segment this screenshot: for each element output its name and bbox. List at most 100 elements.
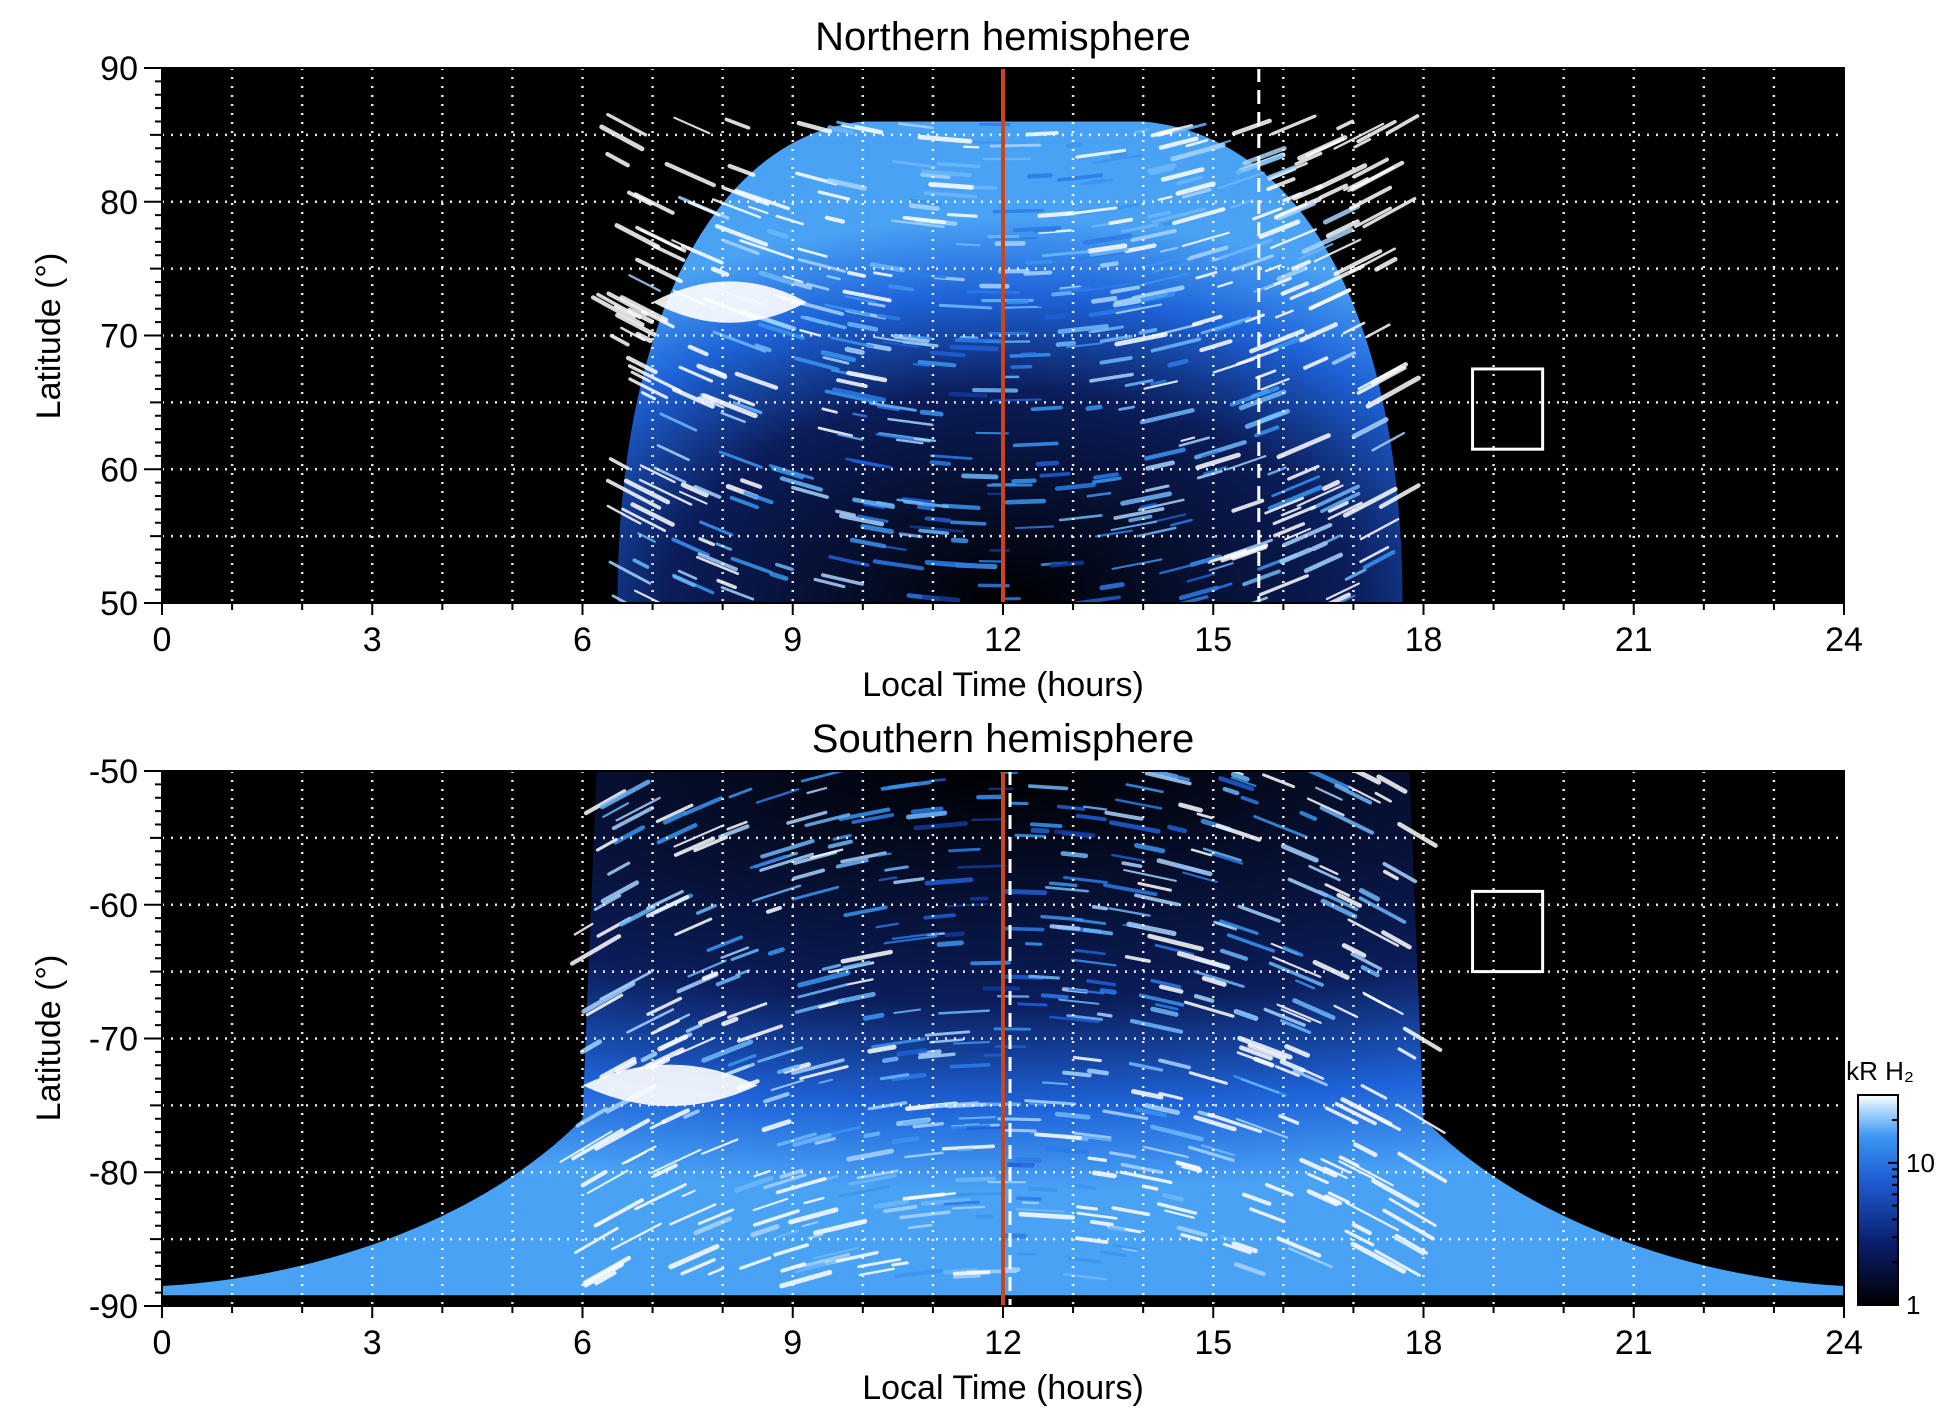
north-streak	[1238, 389, 1287, 411]
north-streak	[1325, 219, 1360, 239]
south-streak	[580, 1169, 608, 1188]
south-streak	[1029, 822, 1063, 829]
south-streak	[1233, 1262, 1266, 1277]
north-streak	[1231, 118, 1272, 136]
north-streak	[640, 391, 657, 401]
south-streak	[593, 894, 622, 911]
north-streak	[1004, 498, 1046, 505]
north-streak	[836, 120, 856, 128]
south-streak	[683, 796, 724, 816]
south-streak	[1048, 1015, 1100, 1024]
south-streak	[1275, 1065, 1300, 1078]
south-streak	[621, 1145, 657, 1165]
south-streak	[673, 836, 716, 857]
south-streak	[569, 934, 622, 966]
south-streak	[1358, 887, 1381, 902]
north-streak	[621, 507, 667, 533]
south-streak	[1058, 998, 1100, 1005]
south-streak	[1167, 824, 1188, 834]
south-streak	[938, 1009, 990, 1015]
south-streak	[893, 877, 925, 885]
north-streak	[1291, 259, 1312, 271]
south-streak	[1382, 861, 1418, 884]
south-streak	[1122, 1246, 1138, 1252]
south-streak	[685, 1023, 703, 1033]
south-streak	[779, 1168, 804, 1179]
south-streak	[1017, 1002, 1048, 1007]
north-streak	[1217, 281, 1234, 288]
south-streak	[1201, 975, 1227, 987]
north-streak	[1195, 452, 1241, 470]
south-y-tick-label: -80	[89, 1154, 138, 1192]
north-streak	[1296, 484, 1344, 507]
south-streak	[1070, 958, 1117, 967]
north-streak	[766, 228, 789, 239]
colorbar-tick-label: 1	[1906, 1290, 1920, 1320]
north-streak	[608, 457, 630, 471]
south-streak	[1143, 1103, 1180, 1116]
south-streak	[1006, 1162, 1036, 1168]
south-streak	[653, 1163, 678, 1178]
north-streak	[914, 272, 947, 279]
north-streak	[869, 262, 906, 273]
south-streak	[1295, 979, 1316, 990]
north-streak	[1331, 351, 1357, 365]
north-streak	[743, 491, 774, 505]
north-streak	[896, 498, 924, 505]
south-streak	[1066, 1014, 1104, 1021]
north-streak	[917, 134, 973, 144]
south-streak	[646, 894, 690, 918]
north-streak	[672, 574, 696, 588]
south-streak	[1193, 1115, 1237, 1132]
north-streak	[678, 365, 714, 383]
north-streak	[1280, 506, 1302, 517]
north-streak	[1321, 479, 1341, 491]
south-streak	[1000, 1128, 1037, 1133]
south-streak	[1123, 868, 1177, 882]
north-streak	[1362, 550, 1396, 570]
north-streak	[734, 188, 790, 211]
south-streak	[1213, 920, 1238, 931]
north-y-tick-label: 80	[100, 184, 138, 222]
north-streak	[1120, 223, 1159, 234]
south-streak	[797, 983, 848, 999]
north-streak	[1274, 196, 1322, 220]
north-streak	[739, 239, 794, 260]
south-streak	[650, 1019, 680, 1035]
south-streak	[1360, 1084, 1388, 1100]
south-streak	[718, 824, 750, 839]
north-streak	[1325, 582, 1360, 601]
south-streak	[806, 786, 828, 795]
north-streak	[792, 281, 813, 290]
north-streak	[1359, 517, 1400, 541]
south-streak	[832, 833, 852, 841]
south-streak	[1040, 993, 1069, 1000]
north-streak	[599, 124, 645, 152]
north-streak	[1055, 340, 1077, 347]
north-streak	[949, 344, 999, 352]
south-streak	[1202, 847, 1242, 862]
north-streak	[620, 326, 646, 342]
north-streak	[1151, 207, 1207, 224]
north-streak	[637, 532, 656, 543]
north-streak	[664, 161, 716, 188]
south-streak	[656, 823, 698, 845]
north-streak	[1051, 291, 1072, 297]
south-streak	[1034, 1132, 1083, 1140]
south-streak	[1014, 833, 1047, 838]
north-streak	[902, 215, 947, 225]
south-streak	[583, 789, 627, 816]
north-streak	[1039, 471, 1071, 478]
south-streak	[1126, 921, 1177, 937]
north-streak	[1049, 560, 1084, 568]
north-streak	[1200, 316, 1252, 335]
south-streak	[776, 1229, 800, 1239]
south-streak	[1099, 1250, 1127, 1258]
south-streak	[891, 1136, 920, 1145]
south-streak	[1134, 842, 1166, 854]
north-streak	[1194, 440, 1247, 460]
north-streak	[837, 433, 864, 441]
north-streak	[1208, 562, 1234, 572]
north-streak	[875, 432, 916, 442]
south-streak	[1082, 805, 1108, 811]
